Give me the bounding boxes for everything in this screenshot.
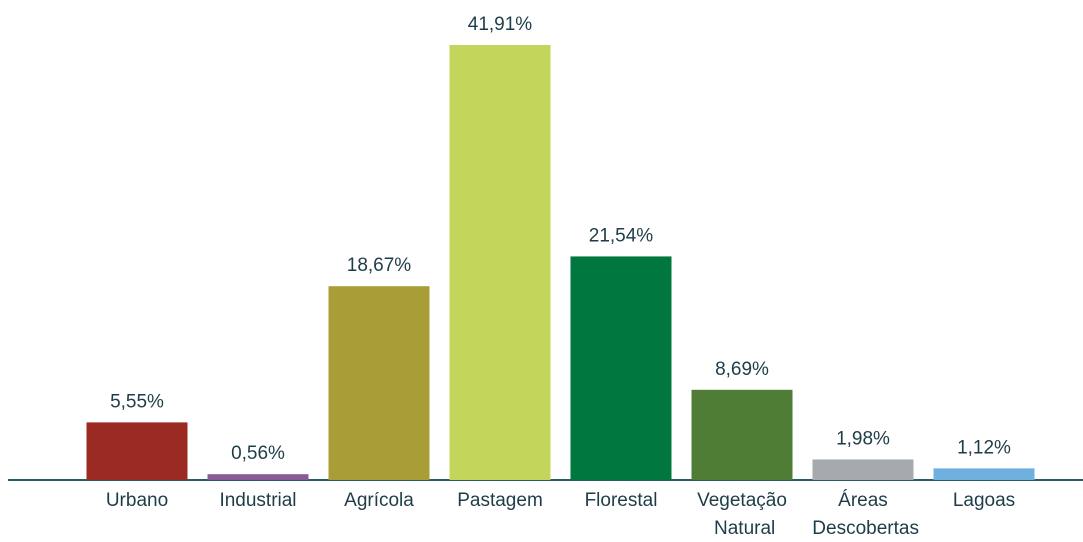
category-label: Lagoas (953, 490, 1015, 511)
bar (812, 459, 914, 480)
value-label: 21,54% (589, 225, 654, 246)
value-label: 5,55% (110, 391, 164, 412)
bar (933, 468, 1035, 480)
value-label: 8,69% (715, 359, 769, 380)
bar (86, 422, 188, 480)
bar (691, 389, 793, 480)
bar (449, 45, 551, 480)
value-label: 1,98% (836, 428, 890, 449)
category-label: Urbano (106, 490, 168, 511)
bar (207, 474, 309, 480)
bar (328, 286, 430, 480)
value-label: 18,67% (347, 255, 412, 276)
category-label: Agrícola (344, 490, 414, 511)
category-label: Florestal (585, 490, 658, 511)
value-label: 1,12% (957, 437, 1011, 458)
bar (570, 256, 672, 480)
value-label: 41,91% (468, 14, 533, 35)
category-label: Áreas Descobertas (807, 490, 919, 539)
category-label: Pastagem (457, 490, 543, 511)
category-label: Vegetação Natural (697, 490, 787, 539)
value-label: 0,56% (231, 443, 285, 464)
category-label: Industrial (219, 490, 296, 511)
